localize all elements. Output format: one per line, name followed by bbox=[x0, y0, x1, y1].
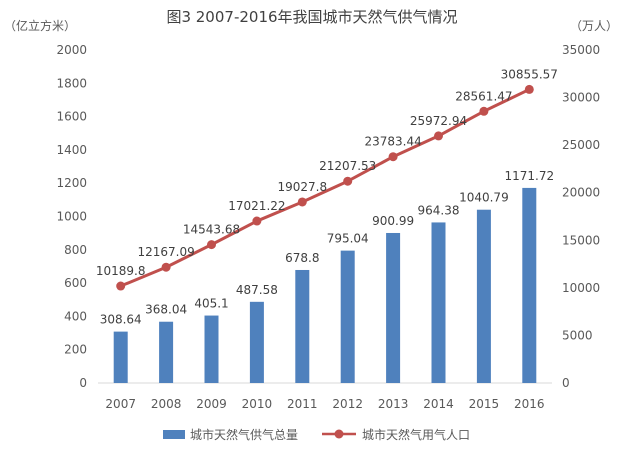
legend-bar-label: 城市天然气供气总量 bbox=[190, 427, 298, 442]
bar bbox=[249, 301, 264, 383]
bar bbox=[476, 209, 491, 383]
line-series bbox=[120, 88, 530, 288]
x-axis-tick-label: 2012 bbox=[332, 397, 363, 411]
x-axis-tick-label: 2008 bbox=[151, 397, 182, 411]
x-axis-tick-label: 2009 bbox=[196, 397, 227, 411]
bar-data-label: 308.64 bbox=[100, 313, 142, 327]
left-axis-tick-label: 1800 bbox=[56, 76, 87, 90]
line-data-label: 28561.47 bbox=[455, 89, 512, 103]
bar-data-label: 368.04 bbox=[145, 303, 187, 317]
legend: 城市天然气供气总量 城市天然气用气人口 bbox=[163, 427, 470, 442]
left-axis-tick-label: 0 bbox=[79, 376, 87, 390]
x-axis-tick-label: 2011 bbox=[287, 397, 318, 411]
line-point bbox=[116, 281, 126, 291]
left-axis-tick-label: 1600 bbox=[56, 110, 87, 124]
right-axis-tick-label: 10000 bbox=[562, 281, 600, 295]
left-axis-tick-label: 1000 bbox=[56, 210, 87, 224]
right-axis-tick-label: 35000 bbox=[562, 43, 600, 57]
left-axis-tick-label: 400 bbox=[64, 309, 87, 323]
x-axis-tick-label: 2010 bbox=[242, 397, 273, 411]
right-axis-tick-label: 30000 bbox=[562, 91, 600, 105]
bar bbox=[295, 269, 310, 383]
bar-data-label: 678.8 bbox=[285, 251, 319, 265]
left-axis-tick-label: 2000 bbox=[56, 43, 87, 57]
left-axis-tick-label: 1200 bbox=[56, 176, 87, 190]
line-data-label: 10189.8 bbox=[96, 264, 146, 278]
line-data-label: 23783.44 bbox=[364, 135, 421, 149]
bar bbox=[386, 232, 401, 383]
legend-line-marker bbox=[334, 429, 344, 439]
left-axis-unit: （亿立方米） bbox=[4, 18, 76, 33]
line-point bbox=[252, 216, 262, 226]
bar bbox=[113, 331, 128, 383]
bar-data-label: 900.99 bbox=[372, 214, 414, 228]
bar-data-label: 1171.72 bbox=[504, 169, 554, 183]
x-axis-tick-label: 2007 bbox=[105, 397, 136, 411]
x-axis-tick-label: 2016 bbox=[514, 397, 545, 411]
bar bbox=[431, 222, 446, 383]
bar bbox=[159, 321, 174, 383]
line-data-label: 12167.09 bbox=[137, 245, 194, 259]
line-data-label: 19027.8 bbox=[277, 180, 327, 194]
right-axis-unit: （万人） bbox=[570, 19, 618, 33]
line-point bbox=[343, 176, 353, 186]
line-point bbox=[161, 262, 171, 272]
bar-data-label: 405.1 bbox=[194, 297, 228, 311]
legend-bar-swatch bbox=[163, 430, 185, 439]
bar-data-label: 964.38 bbox=[418, 203, 460, 217]
left-axis-tick-label: 600 bbox=[64, 276, 87, 290]
bar-data-label: 1040.79 bbox=[459, 191, 509, 205]
bar bbox=[340, 250, 355, 383]
bar bbox=[522, 187, 537, 383]
x-axis-tick-label: 2014 bbox=[423, 397, 454, 411]
bar-data-label: 487.58 bbox=[236, 283, 278, 297]
right-axis-tick-label: 5000 bbox=[562, 328, 593, 342]
line-point bbox=[207, 240, 216, 250]
right-axis-tick-label: 25000 bbox=[562, 138, 600, 152]
line-data-label: 25972.94 bbox=[410, 114, 467, 128]
line-point bbox=[524, 84, 534, 94]
right-axis-tick-label: 0 bbox=[562, 376, 570, 390]
left-axis-tick-label: 800 bbox=[64, 243, 87, 257]
line-point bbox=[434, 131, 443, 141]
left-axis-tick-label: 1400 bbox=[56, 143, 87, 157]
line-data-label: 17021.22 bbox=[228, 199, 285, 213]
line-point bbox=[479, 106, 489, 116]
right-axis-tick-label: 15000 bbox=[562, 233, 600, 247]
left-axis-tick-label: 200 bbox=[64, 343, 87, 357]
chart-title: 图3 2007-2016年我国城市天然气供气情况 bbox=[166, 8, 457, 26]
right-axis-tick-label: 20000 bbox=[562, 186, 600, 200]
line-point bbox=[297, 197, 307, 207]
x-axis-tick-label: 2015 bbox=[469, 397, 500, 411]
line-data-label: 14543.68 bbox=[183, 223, 240, 237]
bar bbox=[204, 315, 219, 383]
line-data-label: 21207.53 bbox=[319, 159, 376, 173]
bar-data-label: 795.04 bbox=[327, 232, 369, 246]
line-point bbox=[388, 152, 398, 162]
legend-line-label: 城市天然气用气人口 bbox=[362, 427, 470, 442]
line-data-label: 30855.57 bbox=[501, 67, 558, 81]
x-axis-tick-label: 2013 bbox=[378, 397, 409, 411]
